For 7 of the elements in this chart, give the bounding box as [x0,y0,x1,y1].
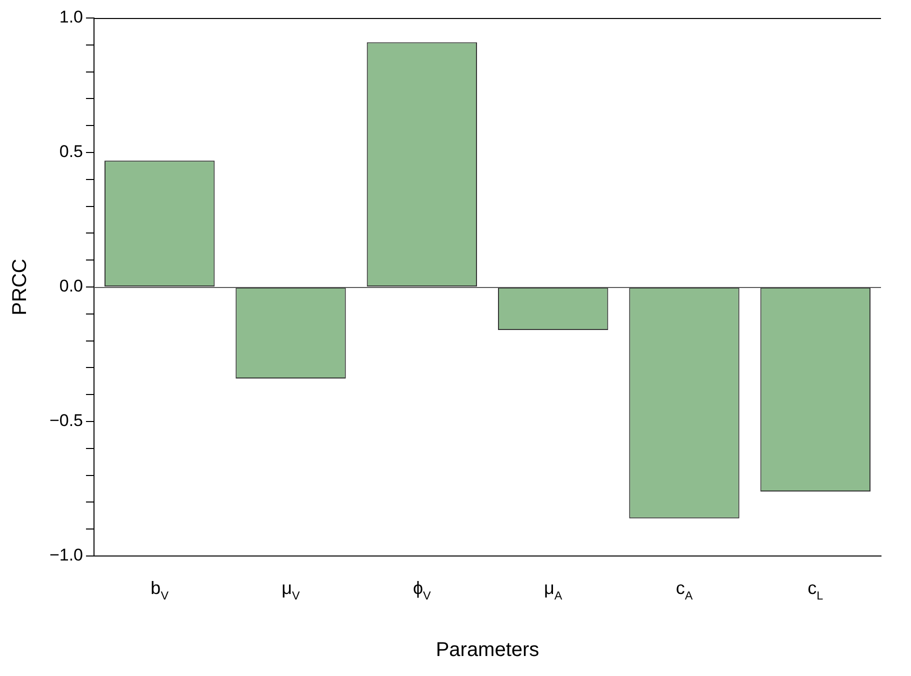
y-tick-label: 0.0 [59,276,83,296]
y-tick-label: 0.5 [59,142,83,162]
y-tick-label: −0.5 [49,411,83,430]
y-axis-title: PRCC [9,258,31,316]
x-axis-title: Parameters [436,639,540,661]
y-tick-label: −1.0 [49,546,83,565]
y-tick-label: 1.0 [59,8,83,27]
